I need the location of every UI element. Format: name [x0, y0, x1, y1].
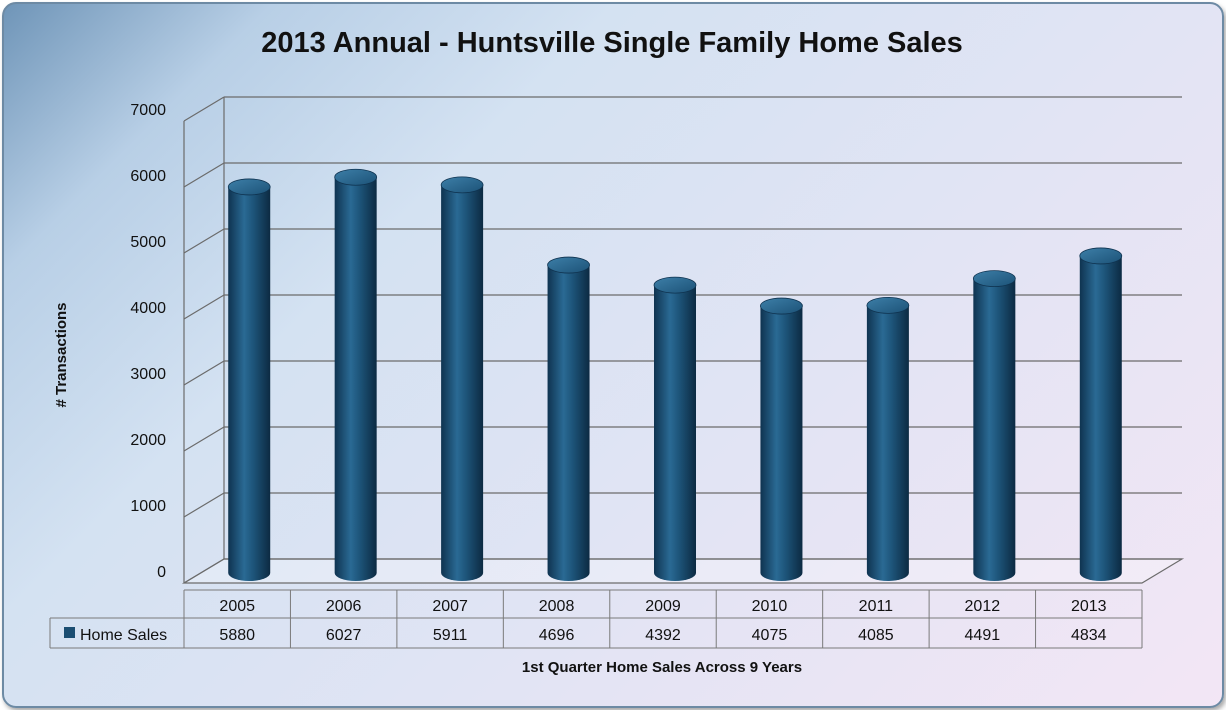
bar-body — [760, 306, 803, 581]
gridline-diagonal — [183, 492, 225, 518]
y-tick-label: 4000 — [130, 300, 166, 317]
data-table: 2005 2006 2007 2008 2009 2010 2011 2012 2013 Home… — [49, 589, 1143, 649]
bar — [334, 168, 378, 581]
gridline-diagonal — [183, 228, 225, 254]
bar-cap — [1079, 247, 1123, 265]
chart-title: 2013 Annual - Huntsville Single Family H… — [261, 27, 963, 59]
bar — [440, 176, 484, 581]
gridline-diagonal — [183, 162, 225, 188]
bar-cap — [972, 270, 1016, 287]
bar-cap — [334, 168, 378, 186]
x-tick-label: 2011 — [859, 598, 894, 615]
bar-body — [866, 305, 909, 581]
data-label: 6027 — [326, 627, 362, 644]
bar-body — [334, 177, 377, 581]
gridline-diagonal — [183, 294, 225, 320]
bar-cap — [866, 296, 910, 314]
bar — [760, 297, 803, 581]
bar-cap — [440, 176, 484, 194]
bar-body — [654, 285, 696, 581]
bar-body — [973, 278, 1016, 581]
bar — [972, 270, 1016, 581]
x-tick-label: 2007 — [432, 598, 468, 615]
gridline-diagonal — [183, 96, 225, 122]
bar — [1079, 247, 1123, 581]
data-label: 4696 — [539, 627, 575, 644]
bar-body — [228, 186, 271, 582]
x-tick-label: 2006 — [326, 598, 362, 615]
bar-body — [441, 184, 484, 581]
legend-label: Home Sales — [80, 627, 167, 644]
gridline-diagonal — [183, 360, 225, 386]
x-tick-label: 2013 — [1071, 598, 1107, 615]
gridline-diagonal — [183, 426, 225, 452]
y-tick-label: 5000 — [130, 234, 166, 251]
y-tick-label: 1000 — [130, 498, 166, 515]
y-axis-label: # Transactions — [53, 302, 70, 407]
data-label: 4834 — [1071, 627, 1107, 644]
bar-cap — [760, 297, 803, 315]
data-label: 4085 — [858, 627, 894, 644]
bar-cap — [227, 178, 271, 196]
x-tick-label: 2005 — [219, 598, 255, 615]
bar — [227, 178, 271, 582]
x-tick-label: 2009 — [645, 598, 681, 615]
x-tick-label: 2012 — [965, 598, 1001, 615]
data-label: 4075 — [752, 627, 788, 644]
x-tick-label: 2010 — [752, 598, 788, 615]
bar — [866, 296, 910, 581]
data-label: 4392 — [645, 627, 681, 644]
x-axis-label: 1st Quarter Home Sales Across 9 Years — [522, 659, 802, 676]
legend-swatch — [64, 627, 75, 638]
bar-layer — [227, 168, 1123, 582]
data-label: 5911 — [433, 627, 468, 644]
bar — [547, 256, 590, 581]
bar-cap — [547, 256, 590, 274]
bar — [653, 276, 697, 581]
bar-body — [1079, 255, 1122, 581]
data-label: 4491 — [965, 627, 1001, 644]
data-label: 5880 — [219, 627, 255, 644]
y-tick-label: 3000 — [130, 366, 166, 383]
y-tick-label: 6000 — [130, 168, 166, 185]
y-axis-ticks: 0 1000 2000 3000 4000 5000 6000 7000 — [130, 102, 166, 581]
bar-body — [547, 265, 590, 581]
x-tick-label: 2008 — [539, 598, 575, 615]
y-tick-label: 2000 — [130, 432, 166, 449]
bar-cap — [653, 276, 697, 294]
y-tick-label: 0 — [157, 564, 166, 581]
gridline-diagonal — [183, 558, 225, 584]
y-tick-label: 7000 — [130, 102, 166, 119]
